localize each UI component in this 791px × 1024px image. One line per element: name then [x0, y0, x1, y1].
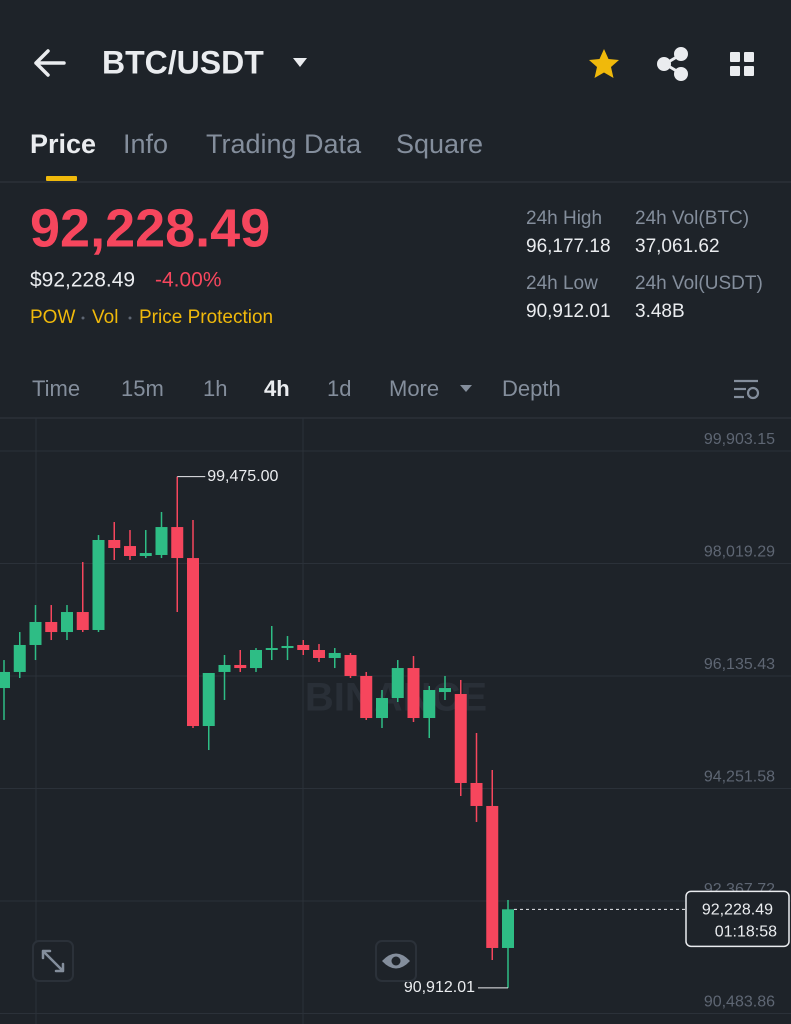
stat-label: 24h High [526, 208, 602, 229]
candle-body [61, 612, 73, 633]
y-tick-label: 99,903.15 [704, 431, 775, 448]
high-marker-label: 99,475.00 [207, 468, 278, 485]
interval[interactable]: 1h [203, 376, 227, 401]
badge[interactable]: POW [30, 307, 75, 328]
interval[interactable]: 4h [264, 376, 290, 401]
candle-body [328, 652, 341, 658]
tab[interactable]: Price [30, 129, 96, 159]
price-change: -4.00% [155, 269, 222, 292]
stat-value: 90,912.01 [526, 301, 611, 322]
y-tick-label: 94,251.58 [704, 769, 775, 786]
candle-body [218, 664, 231, 672]
last-price: 92,228.49 [30, 198, 270, 258]
tab[interactable]: Info [123, 129, 168, 159]
candle-body [376, 698, 388, 719]
stat-value: 3.48B [635, 301, 685, 322]
last-price-label: 92,228.49 [702, 902, 773, 919]
back-button[interactable] [34, 49, 66, 77]
candle-body [29, 621, 42, 645]
candle-body [454, 694, 467, 783]
candle-body [470, 782, 483, 806]
candle-body [234, 664, 247, 669]
menu-grid-button[interactable] [730, 52, 754, 76]
candle-body [265, 648, 278, 650]
visibility-button[interactable] [375, 940, 417, 982]
candle-body [0, 671, 10, 689]
candle-body [360, 675, 373, 719]
separator [81, 316, 85, 320]
y-tick-label: 98,019.29 [704, 544, 775, 561]
candle-body [13, 644, 26, 672]
candle-body [486, 805, 499, 948]
interval[interactable]: Depth [502, 376, 561, 401]
candle-body [155, 527, 168, 555]
badge[interactable]: Vol [92, 307, 118, 328]
candle-body [92, 540, 105, 630]
share-button[interactable] [657, 47, 688, 81]
candle-body [124, 546, 136, 557]
candle-body [407, 668, 420, 719]
candle-body [344, 655, 357, 676]
candle-body [313, 649, 325, 658]
candlestick-chart: BINANCE 99,903.1598,019.2996,135.4394,25… [0, 418, 791, 1024]
pair-dropdown[interactable] [293, 58, 307, 67]
tab[interactable]: Trading Data [206, 129, 362, 159]
candle-body [202, 672, 215, 727]
tab[interactable]: Square [396, 129, 483, 159]
chart-settings-button[interactable] [734, 379, 760, 400]
candle-body [108, 540, 121, 549]
candle-body [171, 527, 184, 559]
pair-title[interactable]: BTC/USDT [102, 44, 264, 80]
candle-body [76, 612, 89, 630]
candle-body [281, 645, 294, 649]
stat-label: 24h Low [526, 273, 598, 294]
candle-body [297, 644, 310, 650]
badge[interactable]: Price Protection [139, 307, 273, 328]
low-marker-label: 90,912.01 [404, 979, 475, 996]
candle-body [423, 690, 436, 719]
active-tab-indicator [46, 176, 77, 181]
separator [128, 316, 132, 320]
stat-label: 24h Vol(BTC) [635, 208, 749, 229]
favorite-star[interactable] [589, 49, 619, 78]
last-price-tag [685, 890, 790, 948]
candle-body [502, 909, 514, 948]
more-dropdown[interactable] [460, 385, 472, 392]
y-tick-label: 96,135.43 [704, 656, 775, 673]
interval[interactable]: 15m [121, 376, 164, 401]
stat-value: 37,061.62 [635, 236, 720, 257]
fullscreen-button[interactable] [32, 940, 74, 982]
interval[interactable]: Time [32, 376, 80, 401]
candle-body [139, 553, 152, 557]
candle-body [250, 649, 262, 669]
candle-body [187, 558, 199, 727]
y-tick-label: 90,483.86 [704, 994, 775, 1011]
price-usd: $92,228.49 [30, 269, 135, 292]
candle-body [45, 621, 58, 633]
candle-countdown: 01:18:58 [715, 924, 777, 941]
stat-value: 96,177.18 [526, 236, 611, 257]
candle-body [391, 668, 404, 699]
interval[interactable]: More [389, 376, 439, 401]
interval[interactable]: 1d [327, 376, 351, 401]
stat-label: 24h Vol(USDT) [635, 273, 763, 294]
candle-body [439, 688, 451, 693]
